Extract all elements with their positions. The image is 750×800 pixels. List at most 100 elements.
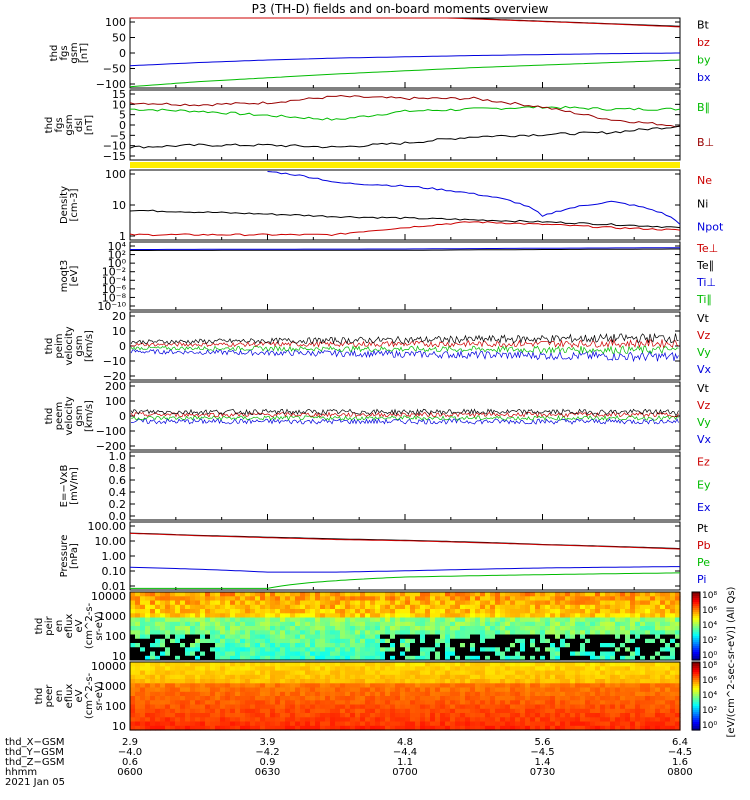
spec-cell	[195, 638, 201, 644]
spec-cell	[665, 683, 671, 689]
spec-cell	[550, 662, 556, 667]
spec-cell	[205, 638, 211, 644]
spec-cell	[665, 596, 671, 602]
spec-cell	[325, 651, 331, 657]
spec-cell	[670, 700, 676, 706]
spec-cell	[245, 687, 251, 693]
spec-cell	[630, 630, 636, 636]
spec-cell	[280, 691, 286, 697]
spec-cell	[485, 696, 491, 701]
spec-cell	[585, 600, 591, 606]
spec-cell	[330, 604, 336, 610]
spec-cell	[175, 604, 181, 610]
spec-cell	[640, 687, 646, 693]
spec-cell	[320, 666, 326, 672]
spec-cell	[565, 655, 571, 661]
spec-cell	[155, 655, 161, 661]
spec-cell	[530, 725, 536, 731]
spec-cell	[365, 638, 371, 644]
spec-cell	[325, 634, 331, 640]
spec-cell	[250, 670, 256, 676]
spec-cell	[350, 679, 356, 684]
spec-cell	[670, 643, 676, 648]
spec-cell	[495, 713, 501, 718]
spec-cell	[590, 596, 596, 602]
spec-cell	[555, 592, 561, 597]
spec-cell	[315, 683, 321, 689]
spec-cell	[350, 651, 356, 657]
spec-cell	[155, 725, 161, 731]
spec-cell	[230, 674, 236, 680]
colorbar-cell	[692, 612, 700, 615]
spec-cell	[150, 700, 156, 706]
spec-cell	[520, 655, 526, 661]
spec-cell	[290, 691, 296, 697]
spec-cell	[345, 683, 351, 689]
spec-cell	[635, 683, 641, 689]
spec-cell	[345, 687, 351, 693]
spec-cell	[185, 643, 191, 648]
spec-cell	[180, 696, 186, 701]
spec-cell	[515, 596, 521, 602]
spec-cell	[415, 670, 421, 676]
y-tick-label: 10	[112, 325, 126, 338]
spec-cell	[595, 609, 601, 614]
spec-cell	[135, 600, 141, 606]
spec-cell	[445, 638, 451, 644]
spec-cell	[225, 670, 231, 676]
spec-cell	[325, 700, 331, 706]
spec-cell	[430, 704, 436, 710]
spec-cell	[475, 696, 481, 701]
spec-cell	[570, 626, 576, 631]
spec-cell	[265, 704, 271, 710]
spec-cell	[165, 596, 171, 602]
spec-cell	[380, 630, 386, 636]
colorbar-tick-label: 10⁴	[702, 691, 717, 701]
spec-cell	[660, 621, 666, 627]
spec-cell	[390, 655, 396, 661]
spec-cell	[260, 679, 266, 684]
spec-cell	[465, 638, 471, 644]
spec-cell	[135, 708, 141, 714]
spec-cell	[510, 683, 516, 689]
spec-cell	[410, 613, 416, 619]
spec-cell	[315, 700, 321, 706]
spec-cell	[530, 617, 536, 623]
spec-cell	[355, 604, 361, 610]
spec-cell	[550, 638, 556, 644]
spec-cell	[525, 647, 531, 652]
spec-cell	[470, 630, 476, 636]
spec-cell	[540, 651, 546, 657]
spec-cell	[225, 621, 231, 627]
spec-cell	[535, 704, 541, 710]
spec-cell	[205, 721, 211, 727]
spec-cell	[250, 604, 256, 610]
spec-cell	[560, 626, 566, 631]
spec-cell	[240, 613, 246, 619]
spec-cell	[645, 721, 651, 727]
spec-cell	[475, 634, 481, 640]
spec-cell	[445, 600, 451, 606]
spec-cell	[470, 600, 476, 606]
spec-cell	[145, 600, 151, 606]
spec-cell	[155, 621, 161, 627]
spec-cell	[430, 643, 436, 648]
spec-cell	[600, 604, 606, 610]
spec-cell	[635, 621, 641, 627]
spec-cell	[365, 725, 371, 731]
spec-cell	[445, 592, 451, 597]
spec-cell	[665, 704, 671, 710]
spec-cell	[335, 666, 341, 672]
spec-cell	[235, 655, 241, 661]
spec-cell	[470, 700, 476, 706]
spec-cell	[325, 679, 331, 684]
spec-cell	[325, 621, 331, 627]
spec-cell	[180, 704, 186, 710]
spec-cell	[515, 691, 521, 697]
spec-cell	[305, 713, 311, 718]
spec-cell	[290, 704, 296, 710]
spec-cell	[620, 621, 626, 627]
spec-cell	[385, 613, 391, 619]
spec-cell	[395, 655, 401, 661]
